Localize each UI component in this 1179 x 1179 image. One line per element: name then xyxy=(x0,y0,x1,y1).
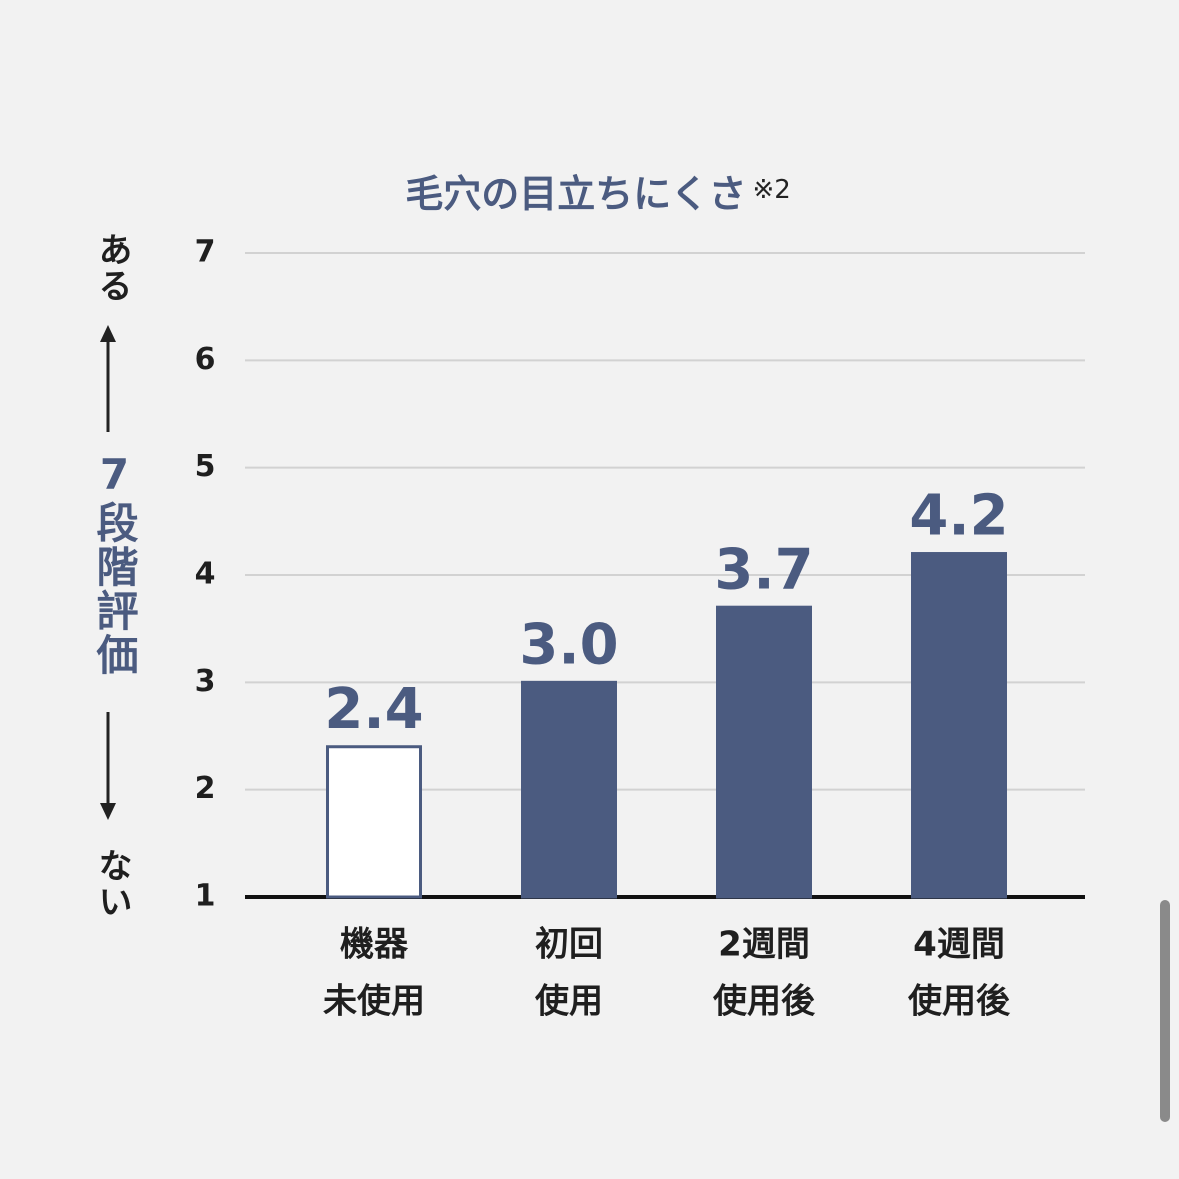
y-tick-label: 4 xyxy=(195,557,216,592)
bar xyxy=(521,680,617,899)
y-tick-label: 7 xyxy=(195,235,216,270)
value-label: 2.4 xyxy=(324,677,423,742)
x-tick-label: 未使用 xyxy=(323,982,425,1022)
up-arrow-head xyxy=(100,325,116,342)
y-tick-label: 2 xyxy=(195,771,216,806)
bar xyxy=(911,552,1007,899)
y-tick-label: 3 xyxy=(195,664,216,699)
value-label: 3.7 xyxy=(714,537,813,602)
bar xyxy=(716,605,812,899)
x-tick-label: 機器 xyxy=(340,925,409,965)
y-bottom-label: ない xyxy=(92,848,132,920)
bar xyxy=(326,745,422,899)
y-axis-label: 7段階評価 xyxy=(90,450,139,677)
title-note: ※2 xyxy=(752,175,790,205)
value-label: 4.2 xyxy=(909,484,1008,549)
chart-title: 毛穴の目立ちにくさ ※2 xyxy=(405,172,791,216)
value-label: 3.0 xyxy=(519,612,618,677)
y-tick-label: 6 xyxy=(195,342,216,377)
y-tick-label: 5 xyxy=(195,449,216,484)
x-tick-label: 使用 xyxy=(534,982,603,1022)
title-text: 毛穴の目立ちにくさ xyxy=(405,172,746,216)
down-arrow-head xyxy=(100,803,116,820)
x-tick-label: 2週間 xyxy=(718,925,810,965)
scrollbar[interactable] xyxy=(1160,900,1170,1122)
x-tick-label: 使用後 xyxy=(907,982,1011,1022)
y-top-label: ある xyxy=(92,232,132,304)
x-tick-label: 使用後 xyxy=(712,982,816,1022)
y-tick-label: 1 xyxy=(195,879,216,914)
x-tick-label: 初回 xyxy=(535,925,603,965)
x-tick-label: 4週間 xyxy=(913,925,1005,965)
